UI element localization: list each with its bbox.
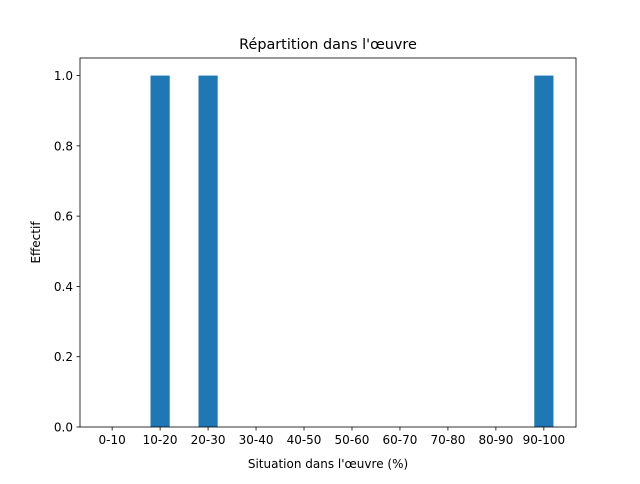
y-axis-label: Effectif xyxy=(29,221,43,264)
y-tick-label: 0.0 xyxy=(54,421,73,435)
chart-title: Répartition dans l'œuvre xyxy=(239,37,417,53)
y-tick-label: 1.0 xyxy=(54,69,73,83)
x-tick-label: 80-90 xyxy=(478,433,513,447)
x-tick-label: 90-100 xyxy=(523,433,566,447)
x-tick-label: 20-30 xyxy=(191,433,226,447)
y-tick-label: 0.8 xyxy=(54,139,73,153)
y-tick-label: 0.2 xyxy=(54,350,73,364)
bar-10-20 xyxy=(150,75,170,428)
plot-frame xyxy=(79,57,577,428)
bar-90-100 xyxy=(534,75,554,428)
x-tick-label: 40-50 xyxy=(287,433,322,447)
y-tick-label: 0.6 xyxy=(54,210,73,224)
x-tick-label: 10-20 xyxy=(143,433,178,447)
y-tick-label: 0.4 xyxy=(54,280,73,294)
x-tick-label: 60-70 xyxy=(383,433,418,447)
x-axis-label: Situation dans l'œuvre (%) xyxy=(248,457,408,471)
x-tick-label: 30-40 xyxy=(239,433,274,447)
bar-20-30 xyxy=(198,75,218,428)
x-tick-label: 70-80 xyxy=(430,433,465,447)
x-tick-label: 0-10 xyxy=(99,433,126,447)
x-tick-label: 50-60 xyxy=(335,433,370,447)
